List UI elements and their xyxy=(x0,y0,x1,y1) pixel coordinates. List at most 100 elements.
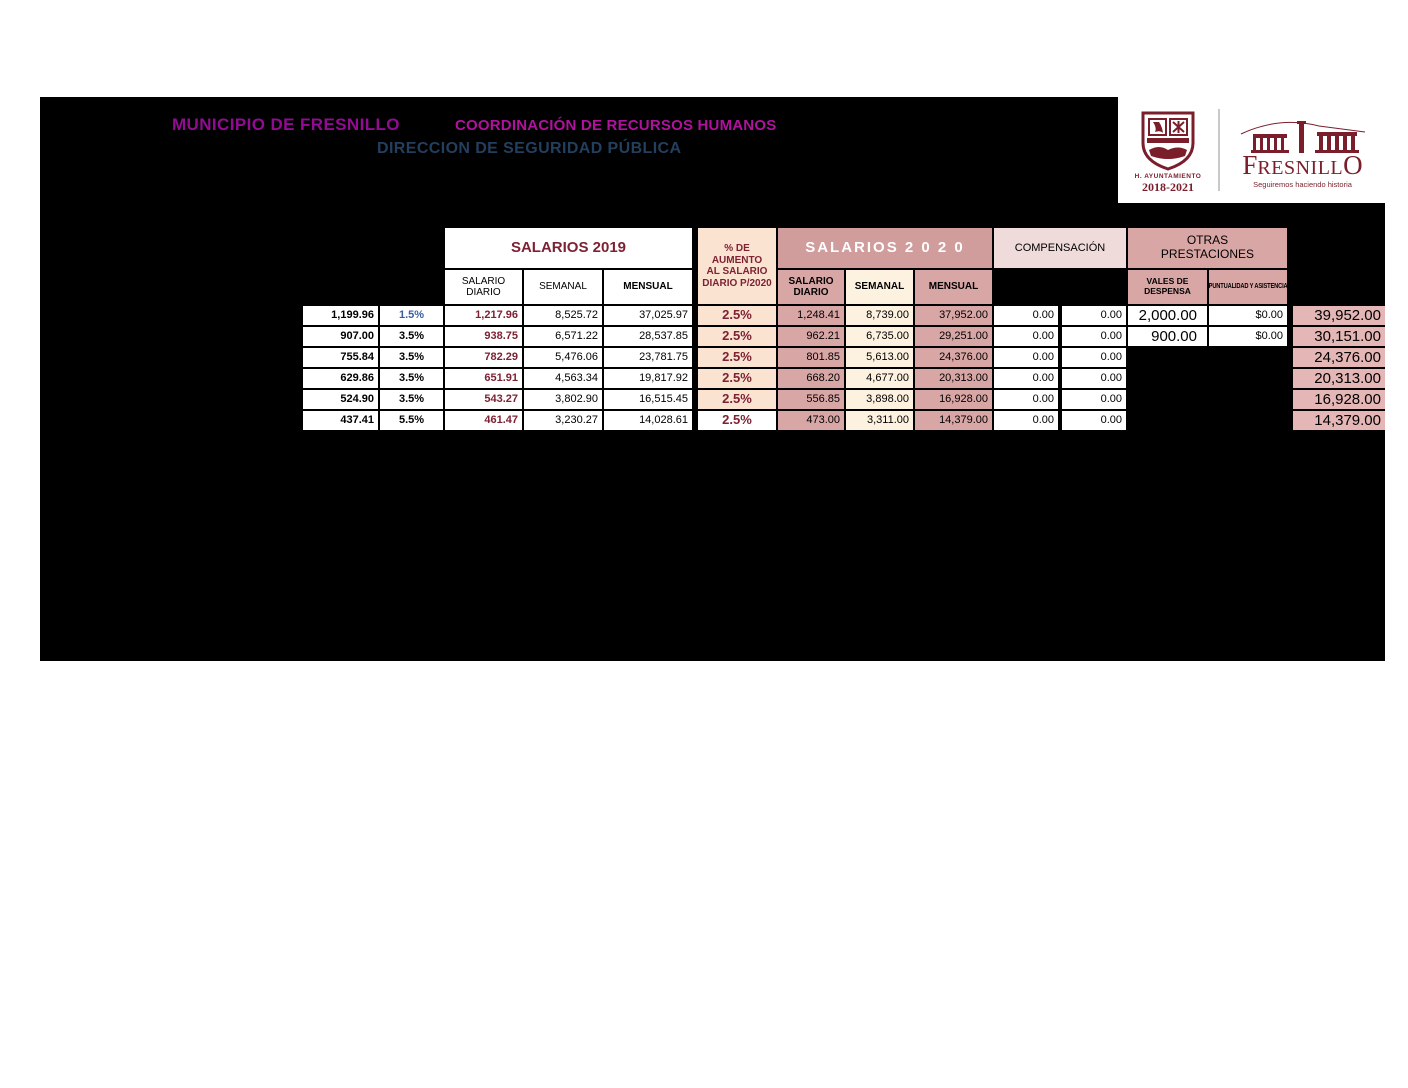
header-salario-diario-2019-text: SALARIO DIARIO xyxy=(461,275,506,299)
cell-total: 16,928.00 xyxy=(1293,390,1385,409)
header-vales-despensa: VALES DE DESPENSA xyxy=(1128,270,1207,304)
header-pct-aumento-line2: AUMENTO xyxy=(711,254,763,266)
cell-semanal-2019: 5,476.06 xyxy=(524,348,602,367)
cell-base-salary: 524.90 xyxy=(303,390,378,409)
fresnillo-wordmark: FRESNILLO xyxy=(1242,149,1363,180)
cell-compensacion-2: 0.00 xyxy=(1062,369,1126,388)
cell-pct-increase: 3.5% xyxy=(380,390,443,409)
header-salario-diario-2020: SALARIO DIARIO xyxy=(778,270,844,304)
header-mensual-2020: MENSUAL xyxy=(915,270,992,304)
header-pct-aumento-line4: DIARIO P/2020 xyxy=(702,277,772,289)
cell-base-salary: 629.86 xyxy=(303,369,378,388)
cell-compensacion-1: 0.00 xyxy=(994,348,1058,367)
cell-compensacion-2: 0.00 xyxy=(1062,390,1126,409)
ayuntamiento-crest-icon xyxy=(1141,111,1195,171)
cell-salario-diario-2020: 962.21 xyxy=(778,327,844,346)
cell-semanal-2019: 6,571.22 xyxy=(524,327,602,346)
cell-salario-diario-2019: 1,217.96 xyxy=(445,306,522,325)
cell-salario-diario-2020: 668.20 xyxy=(778,369,844,388)
cell-salario-diario-2019: 938.75 xyxy=(445,327,522,346)
header-vales-line1: VALES DE xyxy=(1146,276,1189,287)
cell-puntualidad: $0.00 xyxy=(1209,327,1287,346)
cell-pct-aumento-2020: 2.5% xyxy=(698,369,776,388)
cell-pct-aumento-2020: 2.5% xyxy=(698,327,776,346)
cell-vales-despensa: 2,000.00 xyxy=(1128,306,1207,325)
title-direccion: DIRECCION DE SEGURIDAD PÚBLICA xyxy=(377,140,682,157)
cell-pct-increase: 5.5% xyxy=(380,411,443,430)
cell-base-salary: 907.00 xyxy=(303,327,378,346)
cell-salario-diario-2019: 651.91 xyxy=(445,369,522,388)
cell-compensacion-1: 0.00 xyxy=(994,369,1058,388)
cell-compensacion-2: 0.00 xyxy=(1062,411,1126,430)
header-vales-line2: DESPENSA xyxy=(1144,286,1191,296)
cell-mensual-2020: 14,379.00 xyxy=(915,411,992,430)
cell-mensual-2020: 20,313.00 xyxy=(915,369,992,388)
header-otras-line1: OTRAS xyxy=(1186,233,1229,248)
cell-pct-increase: 1.5% xyxy=(380,306,443,325)
header-pct-aumento: % DE AUMENTO AL SALARIO DIARIO P/2020 xyxy=(698,228,776,304)
fresnillo-bridge-icon xyxy=(1240,120,1365,153)
cell-salario-diario-2019: 461.47 xyxy=(445,411,522,430)
header-semanal-2019: SEMANAL xyxy=(524,270,602,304)
cell-total: 39,952.00 xyxy=(1293,306,1385,325)
cell-compensacion-2: 0.00 xyxy=(1062,348,1126,367)
fresnillo-brand: FRESNILLO Seguiremos haciendo historia xyxy=(1220,112,1385,189)
cell-mensual-2019: 14,028.61 xyxy=(604,411,692,430)
header-pct-aumento-line1: % DE xyxy=(724,243,750,254)
cell-pct-increase: 3.5% xyxy=(380,369,443,388)
document-panel: MUNICIPIO DE FRESNILLO COORDINACIÓN DE R… xyxy=(40,97,1385,661)
cell-mensual-2019: 19,817.92 xyxy=(604,369,692,388)
cell-pct-increase: 3.5% xyxy=(380,348,443,367)
cell-mensual-2020: 24,376.00 xyxy=(915,348,992,367)
crest-caption: H. AYUNTAMIENTO xyxy=(1134,172,1202,180)
salary-table: SALARIOS 2019 % DE AUMENTO AL SALARIO DI… xyxy=(303,228,1385,430)
cell-pct-aumento-2020: 2.5% xyxy=(698,306,776,325)
cell-semanal-2019: 8,525.72 xyxy=(524,306,602,325)
cell-compensacion-2: 0.00 xyxy=(1062,306,1126,325)
header-semanal-2020: SEMANAL xyxy=(846,270,913,304)
cell-semanal-2020: 8,739.00 xyxy=(846,306,913,325)
cell-salario-diario-2019: 543.27 xyxy=(445,390,522,409)
header-salario-diario-2020-text: SALARIO DIARIO xyxy=(788,275,834,299)
header-salario-diario-2019: SALARIO DIARIO xyxy=(445,270,522,304)
cell-base-salary: 1,199.96 xyxy=(303,306,378,325)
cell-salario-diario-2020: 473.00 xyxy=(778,411,844,430)
fresnillo-tagline: Seguiremos haciendo historia xyxy=(1253,179,1352,189)
ayuntamiento-crest: H. AYUNTAMIENTO 2018-2021 xyxy=(1118,106,1218,195)
header-otras-line2: PRESTACIONES xyxy=(1160,247,1255,261)
cell-semanal-2020: 3,311.00 xyxy=(846,411,913,430)
header-compensacion: COMPENSACIÓN xyxy=(994,228,1126,268)
cell-total: 24,376.00 xyxy=(1293,348,1385,367)
cell-compensacion-1: 0.00 xyxy=(994,390,1058,409)
cell-vales-despensa: 900.00 xyxy=(1128,327,1207,346)
header-otras-prestaciones: OTRAS PRESTACIONES xyxy=(1128,228,1287,268)
cell-semanal-2020: 4,677.00 xyxy=(846,369,913,388)
cell-mensual-2019: 23,781.75 xyxy=(604,348,692,367)
wordmark-final: O xyxy=(1343,149,1363,180)
cell-puntualidad: $0.00 xyxy=(1209,306,1287,325)
cell-mensual-2019: 28,537.85 xyxy=(604,327,692,346)
cell-mensual-2019: 37,025.97 xyxy=(604,306,692,325)
cell-total: 30,151.00 xyxy=(1293,327,1385,346)
wordmark-middle: RESNILL xyxy=(1257,156,1344,179)
cell-total: 14,379.00 xyxy=(1293,411,1385,430)
cell-compensacion-1: 0.00 xyxy=(994,306,1058,325)
cell-compensacion-1: 0.00 xyxy=(994,411,1058,430)
cell-salario-diario-2020: 801.85 xyxy=(778,348,844,367)
logo-divider xyxy=(1218,109,1220,191)
cell-mensual-2020: 29,251.00 xyxy=(915,327,992,346)
header-salarios-2020: SALARIOS 2 0 2 0 xyxy=(778,228,992,268)
cell-mensual-2019: 16,515.45 xyxy=(604,390,692,409)
header-mensual-2019: MENSUAL xyxy=(604,270,692,304)
cell-salario-diario-2020: 1,248.41 xyxy=(778,306,844,325)
cell-base-salary: 755.84 xyxy=(303,348,378,367)
title-municipio: MUNICIPIO DE FRESNILLO xyxy=(172,115,400,134)
logo-box: H. AYUNTAMIENTO 2018-2021 xyxy=(1118,97,1385,203)
cell-semanal-2020: 3,898.00 xyxy=(846,390,913,409)
crest-years: 2018-2021 xyxy=(1142,179,1194,194)
cell-semanal-2019: 4,563.34 xyxy=(524,369,602,388)
cell-pct-increase: 3.5% xyxy=(380,327,443,346)
cell-compensacion-1: 0.00 xyxy=(994,327,1058,346)
cell-pct-aumento-2020: 2.5% xyxy=(698,390,776,409)
cell-semanal-2019: 3,230.27 xyxy=(524,411,602,430)
